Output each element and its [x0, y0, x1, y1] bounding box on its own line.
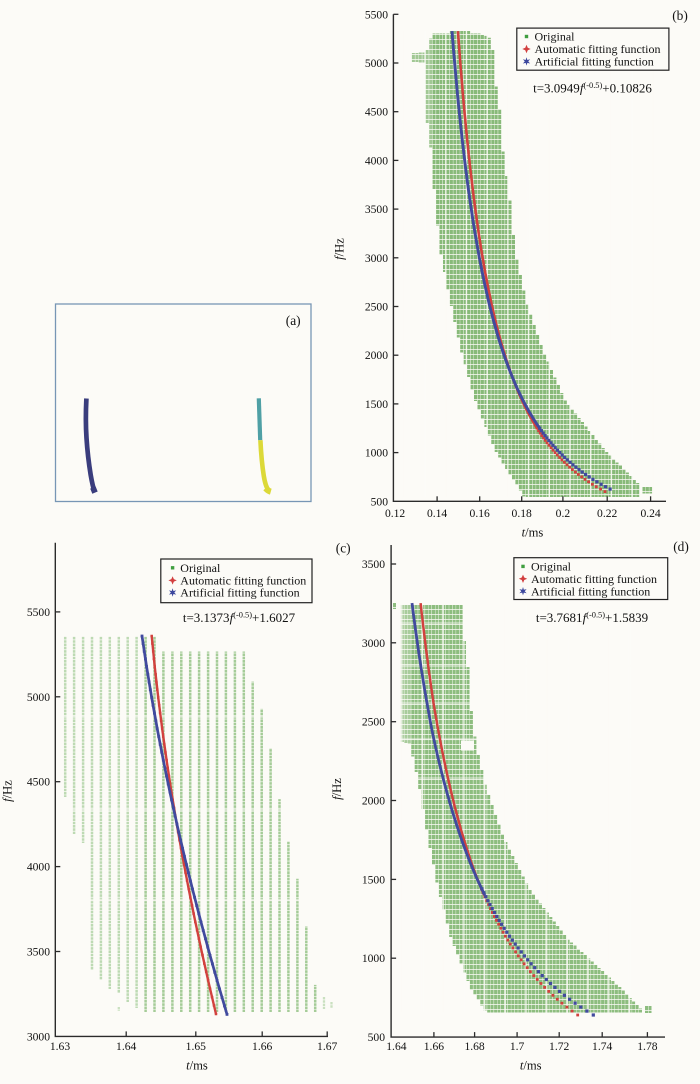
svg-text:Artificial fitting function: Artificial fitting function	[531, 584, 650, 598]
svg-text:4500: 4500	[365, 106, 388, 119]
svg-text:1.63: 1.63	[50, 1040, 70, 1053]
svg-text:(b): (b)	[672, 8, 688, 23]
svg-text:2000: 2000	[362, 795, 385, 808]
svg-text:1.65: 1.65	[186, 1040, 206, 1053]
svg-text:4000: 4000	[27, 861, 50, 874]
svg-text:1.64: 1.64	[116, 1040, 136, 1053]
svg-text:5000: 5000	[365, 57, 388, 70]
svg-text:1.67: 1.67	[317, 1040, 337, 1053]
svg-text:0.18: 0.18	[512, 507, 532, 520]
svg-text:f/Hz: f/Hz	[330, 778, 344, 800]
svg-text:1.78: 1.78	[637, 1040, 657, 1053]
svg-text:1500: 1500	[365, 398, 388, 411]
svg-text:3000: 3000	[27, 1030, 50, 1043]
svg-text:t/ms: t/ms	[520, 1058, 542, 1072]
svg-text:0.22: 0.22	[597, 507, 617, 520]
svg-text:500: 500	[368, 1031, 386, 1044]
svg-text:(a): (a)	[286, 313, 301, 328]
svg-text:f/Hz: f/Hz	[333, 238, 347, 260]
svg-text:5500: 5500	[365, 8, 388, 21]
svg-text:1500: 1500	[362, 873, 385, 886]
svg-text:2500: 2500	[362, 716, 385, 729]
svg-text:t/ms: t/ms	[186, 1058, 208, 1072]
svg-text:0.14: 0.14	[427, 507, 447, 520]
svg-text:0.16: 0.16	[470, 507, 490, 520]
svg-text:(c): (c)	[336, 541, 351, 556]
svg-text:0.24: 0.24	[640, 507, 660, 520]
svg-text:3500: 3500	[362, 558, 385, 571]
svg-text:Original: Original	[180, 561, 221, 575]
svg-text:1000: 1000	[365, 447, 388, 460]
svg-text:3000: 3000	[365, 252, 388, 265]
svg-text:1.72: 1.72	[549, 1040, 569, 1053]
svg-text:Automatic fitting function: Automatic fitting function	[535, 42, 661, 56]
svg-text:Original: Original	[531, 560, 572, 574]
svg-text:t/ms: t/ms	[522, 526, 544, 540]
svg-text:1.74: 1.74	[592, 1040, 612, 1053]
svg-text:Artificial fitting function: Artificial fitting function	[180, 586, 299, 600]
svg-text:4500: 4500	[27, 776, 50, 789]
svg-text:t=3.0949f(-0.5)+0.10826: t=3.0949f(-0.5)+0.10826	[533, 81, 652, 96]
svg-text:500: 500	[371, 495, 389, 508]
svg-text:1.7: 1.7	[510, 1040, 525, 1053]
svg-text:0.12: 0.12	[385, 507, 405, 520]
svg-text:1.64: 1.64	[386, 1040, 406, 1053]
svg-text:Original: Original	[535, 30, 576, 44]
svg-text:0.2: 0.2	[556, 507, 571, 520]
svg-text:(d): (d)	[673, 539, 689, 554]
svg-text:3500: 3500	[365, 203, 388, 216]
svg-text:t=3.7681f(-0.5)+1.5839: t=3.7681f(-0.5)+1.5839	[536, 610, 648, 625]
svg-text:Artificial fitting function: Artificial fitting function	[535, 55, 654, 69]
svg-text:1.68: 1.68	[464, 1040, 484, 1053]
svg-text:Automatic fitting function: Automatic fitting function	[531, 572, 657, 586]
svg-text:4000: 4000	[365, 154, 388, 167]
svg-text:t=3.1373f(-0.5)+1.6027: t=3.1373f(-0.5)+1.6027	[183, 610, 296, 625]
svg-text:1.66: 1.66	[424, 1040, 444, 1053]
svg-text:5000: 5000	[27, 691, 50, 704]
svg-text:3500: 3500	[27, 946, 50, 959]
svg-text:Automatic fitting function: Automatic fitting function	[180, 574, 306, 588]
svg-text:1000: 1000	[362, 952, 385, 965]
svg-text:2000: 2000	[365, 349, 388, 362]
svg-text:3000: 3000	[362, 637, 385, 650]
svg-text:5500: 5500	[27, 606, 50, 619]
svg-text:1.66: 1.66	[252, 1040, 272, 1053]
svg-text:f/Hz: f/Hz	[1, 780, 15, 802]
svg-text:2500: 2500	[365, 301, 388, 314]
